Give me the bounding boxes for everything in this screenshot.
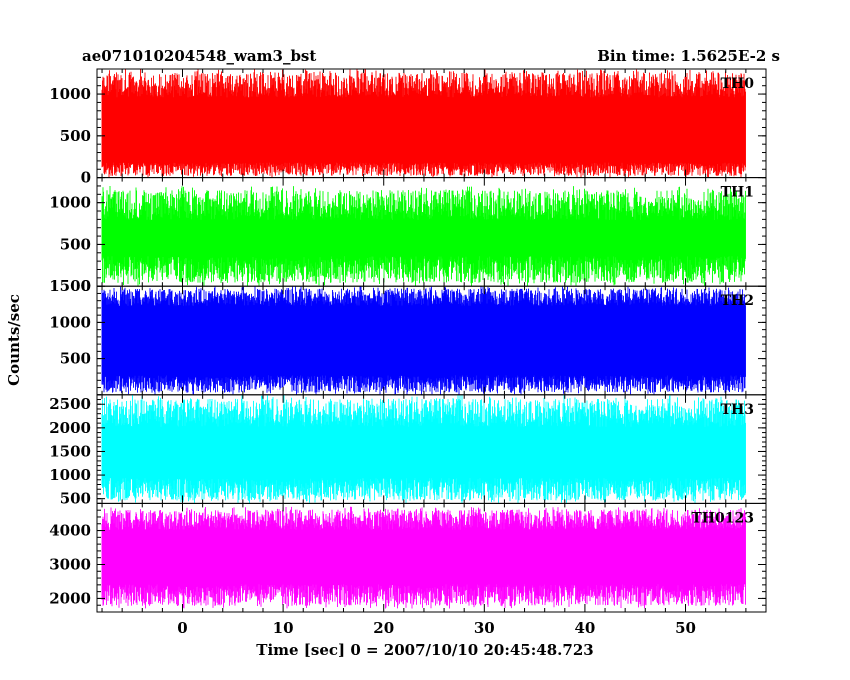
panel-th1-ytick-label: 500 (60, 235, 91, 253)
panel-th3-ytick-label: 1500 (49, 442, 91, 460)
panel-th0123-ytick-label: 4000 (49, 522, 91, 540)
panel-th2-label: TH2 (721, 293, 754, 309)
panel-th3-ytick-label: 2000 (49, 419, 91, 437)
panel-th0123-ytick-label: 2000 (49, 589, 91, 607)
panel-th0-ytick-label: 500 (60, 127, 91, 145)
chart-title: ae071010204548_wam3_bst (82, 47, 316, 65)
panel-th0-ytick-label: 0 (81, 169, 91, 187)
x-tick-label: 30 (474, 619, 495, 637)
panel-th0123-ytick-label: 3000 (49, 555, 91, 573)
panel-th0123-label: TH0123 (691, 510, 754, 526)
x-tick-label: 20 (373, 619, 394, 637)
panel-th1-label: TH1 (721, 185, 754, 201)
x-tick-label: 40 (574, 619, 595, 637)
panel-th3-label: TH3 (721, 402, 754, 418)
x-tick-label: 10 (273, 619, 294, 637)
panel-th2-series (101, 286, 746, 395)
panel-th2-ytick-label: 1000 (49, 313, 91, 331)
panel-th1-series (101, 186, 746, 287)
panel-th3-ytick-label: 1000 (49, 466, 91, 484)
panel-th1-ytick-label: 1000 (49, 194, 91, 212)
panel-th3-series (101, 394, 746, 504)
x-axis-label: Time [sec] 0 = 2007/10/10 20:45:48.723 (256, 641, 593, 659)
panel-th0-series (101, 69, 746, 178)
panel-th2-ytick-label: 1500 (49, 277, 91, 295)
chart-subtitle: Bin time: 1.5625E-2 s (597, 47, 780, 65)
panel-th1-ytick-label: 0 (81, 277, 91, 295)
panel-th3-ytick-label: 2500 (49, 395, 91, 413)
panel-th3-ytick-label: 500 (60, 490, 91, 508)
panel-th0-ytick-label: 1000 (49, 85, 91, 103)
panel-th2-ytick-label: 500 (60, 350, 91, 368)
panel-th0123-series (101, 506, 746, 609)
panels-group: 05001000TH005001000TH150010001500TH25001… (49, 68, 767, 637)
panel-th0-label: TH0 (721, 76, 755, 92)
x-tick-label: 50 (675, 619, 696, 637)
y-axis-label: Counts/sec (5, 294, 23, 386)
x-tick-label: 0 (177, 619, 187, 637)
